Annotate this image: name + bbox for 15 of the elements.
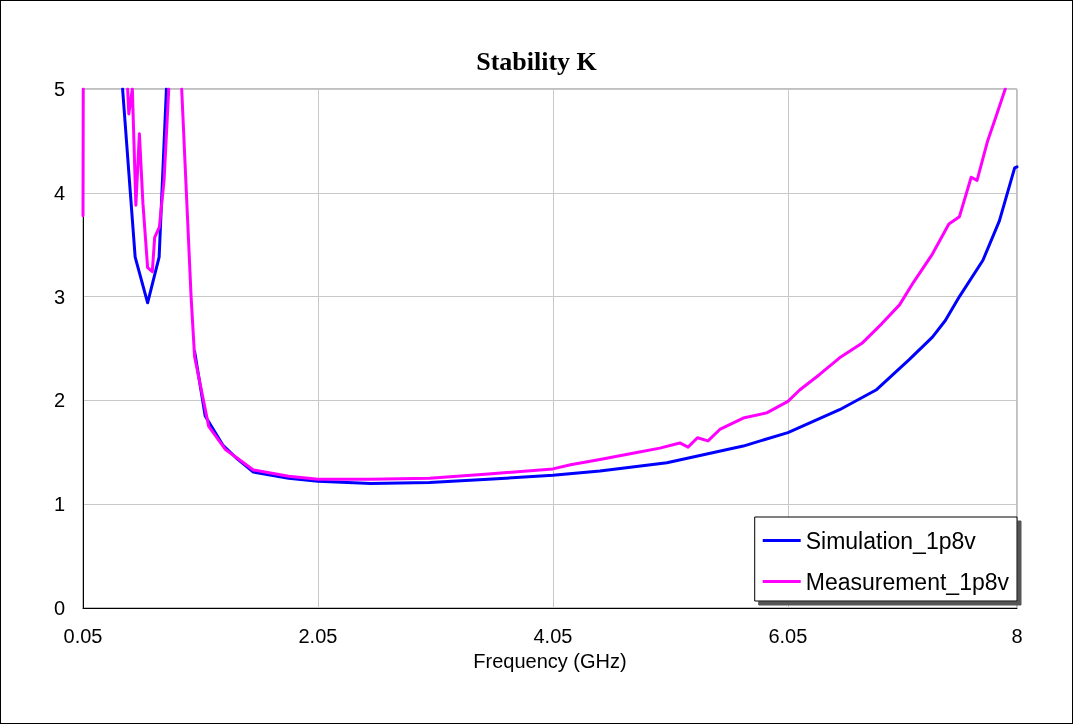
y-tick-label: 5 xyxy=(53,78,65,100)
y-tick-label: 2 xyxy=(53,389,65,412)
legend-label: Measurement_1p8v xyxy=(805,568,1010,595)
x-tick-label: 2.05 xyxy=(298,625,338,647)
x-tick-label: 8 xyxy=(1011,625,1023,647)
y-tick-label: 1 xyxy=(53,493,65,516)
x-tick-label: 4.05 xyxy=(533,625,573,647)
legend-label: Simulation_1p8v xyxy=(805,527,977,554)
y-tick-label: 4 xyxy=(53,181,65,204)
chart-title: Stability K xyxy=(476,46,598,76)
x-axis-title: Frequency (GHz) xyxy=(473,649,627,672)
x-tick-label: 6.05 xyxy=(768,625,808,647)
y-tick-label: 0 xyxy=(53,597,65,619)
x-tick-label: 0.05 xyxy=(63,625,103,647)
y-tick-label: 3 xyxy=(53,285,65,308)
